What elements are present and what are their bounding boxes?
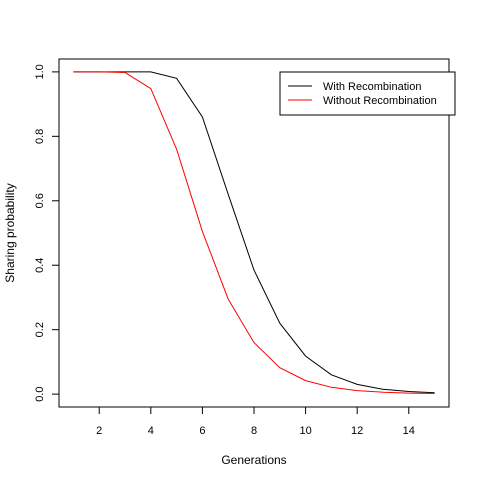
series-line-2 — [73, 71, 435, 394]
x-tick-label: 14 — [403, 425, 415, 437]
x-axis: 2 4 6 8 10 12 14 — [96, 407, 415, 437]
legend-entry: Without Recombination — [323, 95, 437, 107]
y-tick-label: 0.8 — [34, 129, 46, 144]
x-tick-label: 2 — [96, 425, 102, 437]
y-axis-title: Sharing probability — [3, 183, 17, 282]
x-tick-label: 4 — [148, 425, 154, 437]
y-tick-label: 0.0 — [34, 386, 46, 401]
y-tick-label: 0.6 — [34, 193, 46, 208]
legend-box — [279, 71, 456, 116]
x-axis-title: Generations — [221, 453, 286, 467]
y-axis: 0.0 0.2 0.4 0.6 0.8 1.0 — [34, 64, 59, 402]
x-tick-label: 12 — [351, 425, 363, 437]
series-lines — [73, 71, 435, 394]
series-line-1 — [73, 71, 435, 394]
x-tick-label: 10 — [299, 425, 311, 437]
legend: With Recombination Without Recombination — [279, 71, 456, 116]
y-tick-label: 0.4 — [34, 258, 46, 273]
x-tick-label: 6 — [199, 425, 205, 437]
x-tick-label: 8 — [251, 425, 257, 437]
y-tick-label: 1.0 — [34, 64, 46, 79]
y-tick-label: 0.2 — [34, 322, 46, 337]
legend-entry: With Recombination — [323, 81, 421, 93]
